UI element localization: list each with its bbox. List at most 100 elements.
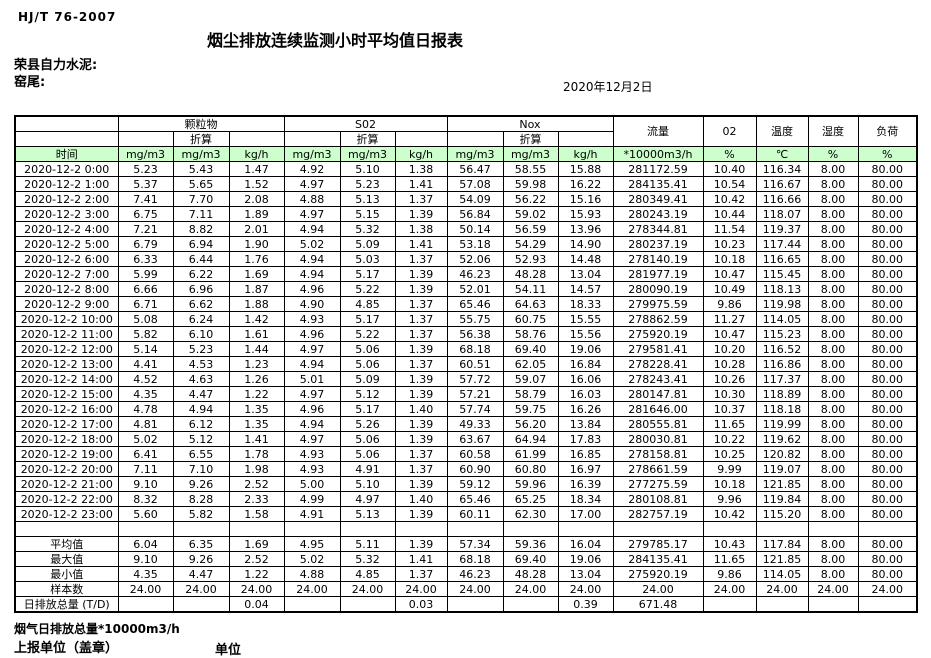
value-cell: 1.41	[394, 176, 448, 192]
separator-row	[14, 521, 918, 537]
value-cell: 115.20	[755, 506, 809, 522]
value-cell: 16.84	[557, 356, 614, 372]
value-cell: 1.39	[394, 386, 448, 402]
value-cell: 10.23	[702, 236, 757, 252]
value-cell: 19.06	[557, 341, 614, 357]
value-cell: 118.07	[755, 206, 809, 222]
summary-row: 最小值 4.35 4.47 1.22 4.88 4.85 1.37 46.23 48.28 13.…	[14, 566, 918, 582]
value-cell: 62.05	[502, 356, 559, 372]
value-cell: 5.00	[283, 476, 341, 492]
value-cell: 80.00	[857, 506, 918, 522]
summary-value-cell: 0.39	[557, 596, 614, 613]
value-cell: 80.00	[857, 446, 918, 462]
page-title: 烟尘排放连续监测小时平均值日报表	[207, 31, 464, 50]
summary-value-cell: 8.00	[807, 551, 859, 567]
value-cell: 278661.59	[612, 461, 704, 477]
value-cell: 280349.41	[612, 191, 704, 207]
value-cell: 4.96	[283, 401, 341, 417]
hourly-row: 2020-12-2 8:00 6.66 6.96 1.87 4.96 5.22 1.39 52…	[14, 281, 918, 297]
summary-value-cell: 57.34	[446, 536, 504, 552]
value-cell: 80.00	[857, 206, 918, 222]
value-cell: 8.00	[807, 341, 859, 357]
time-cell: 2020-12-2 4:00	[14, 221, 119, 237]
value-cell: 8.00	[807, 281, 859, 297]
value-cell: 8.32	[117, 491, 174, 507]
value-cell: 281977.19	[612, 266, 704, 282]
summary-value-cell	[283, 596, 341, 613]
value-cell: 53.18	[446, 236, 504, 252]
hourly-row: 2020-12-2 17:00 4.81 6.12 1.35 4.94 5.26 1.39 4…	[14, 416, 918, 432]
value-cell: 13.04	[557, 266, 614, 282]
value-cell: 56.59	[502, 221, 559, 237]
value-cell: 6.12	[172, 416, 230, 432]
summary-value-cell: 24.00	[857, 581, 918, 597]
value-cell: 1.39	[394, 431, 448, 447]
value-cell: 1.89	[228, 206, 285, 222]
unit-cell: ℃	[755, 146, 809, 162]
hourly-row: 2020-12-2 14:00 4.52 4.63 1.26 5.01 5.09 1.39 5…	[14, 371, 918, 387]
value-cell: 4.97	[283, 206, 341, 222]
value-cell: 1.41	[394, 236, 448, 252]
value-cell: 7.70	[172, 191, 230, 207]
empty-cell	[172, 521, 230, 537]
value-cell: 1.41	[228, 431, 285, 447]
value-cell: 2.01	[228, 221, 285, 237]
value-cell: 10.25	[702, 446, 757, 462]
value-cell: 5.23	[339, 176, 396, 192]
value-cell: 1.88	[228, 296, 285, 312]
column-header-humidity: 湿度	[807, 115, 859, 147]
value-cell: 58.79	[502, 386, 559, 402]
value-cell: 10.40	[702, 161, 757, 177]
value-cell: 116.65	[755, 251, 809, 267]
value-cell: 4.85	[339, 296, 396, 312]
value-cell: 80.00	[857, 296, 918, 312]
subheader-converted-so2: 折算	[339, 131, 396, 147]
value-cell: 8.00	[807, 161, 859, 177]
value-cell: 1.37	[394, 461, 448, 477]
time-cell: 2020-12-2 11:00	[14, 326, 119, 342]
value-cell: 4.97	[283, 341, 341, 357]
value-cell: 4.91	[339, 461, 396, 477]
value-cell: 5.99	[117, 266, 174, 282]
value-cell: 278228.41	[612, 356, 704, 372]
value-cell: 4.93	[283, 311, 341, 327]
value-cell: 80.00	[857, 281, 918, 297]
summary-value-cell: 284135.41	[612, 551, 704, 567]
value-cell: 4.90	[283, 296, 341, 312]
value-cell: 60.80	[502, 461, 559, 477]
summary-value-cell	[807, 596, 859, 613]
empty-cell	[755, 521, 809, 537]
value-cell: 5.26	[339, 416, 396, 432]
time-cell: 2020-12-2 2:00	[14, 191, 119, 207]
value-cell: 6.33	[117, 251, 174, 267]
value-cell: 59.75	[502, 401, 559, 417]
summary-value-cell: 24.00	[172, 581, 230, 597]
subheader-converted-pm: 折算	[172, 131, 230, 147]
value-cell: 5.13	[339, 191, 396, 207]
time-header: 时间	[14, 146, 119, 162]
value-cell: 5.01	[283, 371, 341, 387]
unit-cell: kg/h	[394, 146, 448, 162]
header-row-units: 时间 mg/m3 mg/m3 kg/h mg/m3 mg/m3 kg/h mg/…	[14, 146, 918, 162]
value-cell: 5.22	[339, 281, 396, 297]
hourly-row: 2020-12-2 11:00 5.82 6.10 1.61 4.96 5.22 1.37 5…	[14, 326, 918, 342]
value-cell: 1.35	[228, 401, 285, 417]
value-cell: 59.12	[446, 476, 504, 492]
value-cell: 16.26	[557, 401, 614, 417]
value-cell: 8.00	[807, 326, 859, 342]
value-cell: 279581.41	[612, 341, 704, 357]
value-cell: 8.00	[807, 431, 859, 447]
value-cell: 279975.59	[612, 296, 704, 312]
site-name: 窑尾:	[14, 75, 46, 90]
value-cell: 6.10	[172, 326, 230, 342]
value-cell: 5.37	[117, 176, 174, 192]
value-cell: 6.24	[172, 311, 230, 327]
value-cell: 5.82	[117, 326, 174, 342]
value-cell: 1.39	[394, 371, 448, 387]
value-cell: 5.02	[117, 431, 174, 447]
value-cell: 1.40	[394, 491, 448, 507]
unit-cell: mg/m3	[339, 146, 396, 162]
value-cell: 1.37	[394, 446, 448, 462]
hourly-row: 2020-12-2 22:00 8.32 8.28 2.33 4.99 4.97 1.40 6…	[14, 491, 918, 507]
value-cell: 5.09	[339, 371, 396, 387]
